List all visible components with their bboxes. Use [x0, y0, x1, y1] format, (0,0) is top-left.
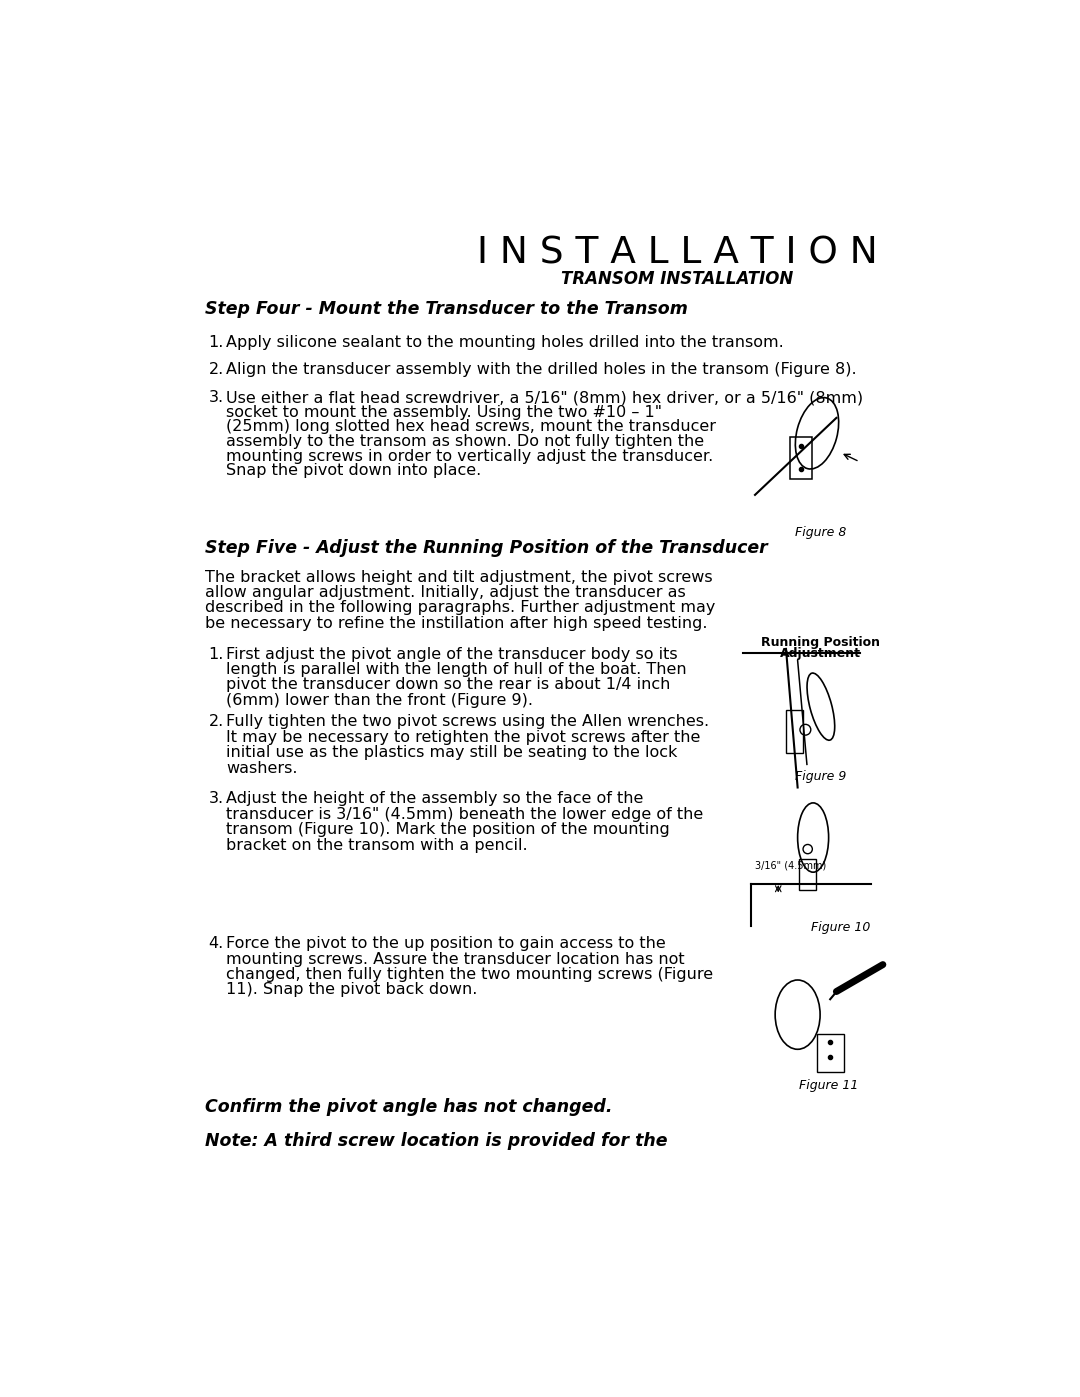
Text: Confirm the pivot angle has not changed.: Confirm the pivot angle has not changed. [205, 1098, 612, 1116]
Bar [816, 1034, 845, 1073]
Text: I N S T A L L A T I O N: I N S T A L L A T I O N [477, 236, 878, 272]
Text: 3.: 3. [208, 791, 224, 806]
Text: Adjustment: Adjustment [781, 647, 862, 659]
Text: Step Five - Adjust the Running Position of the Transducer: Step Five - Adjust the Running Position … [205, 539, 768, 557]
Text: Force the pivot to the up position to gain access to the: Force the pivot to the up position to ga… [227, 936, 666, 951]
Text: (6mm) lower than the front (Figure 9).: (6mm) lower than the front (Figure 9). [227, 693, 534, 708]
Text: Figure 10: Figure 10 [811, 921, 869, 933]
Text: 2.: 2. [208, 714, 224, 729]
Text: mounting screws. Assure the transducer location has not: mounting screws. Assure the transducer l… [227, 951, 685, 967]
Text: transducer is 3/16" (4.5mm) beneath the lower edge of the: transducer is 3/16" (4.5mm) beneath the … [227, 806, 704, 821]
Text: 3/16" (4.5mm): 3/16" (4.5mm) [755, 861, 826, 870]
Text: Use either a flat head screwdriver, a 5/16" (8mm) hex driver, or a 5/16" (8mm): Use either a flat head screwdriver, a 5/… [227, 390, 864, 405]
Bar [789, 437, 811, 479]
Text: be necessary to refine the instillation after high speed testing.: be necessary to refine the instillation … [205, 616, 707, 631]
Text: TRANSOM INSTALLATION: TRANSOM INSTALLATION [562, 270, 794, 288]
Text: The bracket allows height and tilt adjustment, the pivot screws: The bracket allows height and tilt adjus… [205, 570, 713, 584]
Text: pivot the transducer down so the rear is about 1/4 inch: pivot the transducer down so the rear is… [227, 678, 671, 693]
Text: bracket on the transom with a pencil.: bracket on the transom with a pencil. [227, 838, 528, 852]
Text: (25mm) long slotted hex head screws, mount the transducer: (25mm) long slotted hex head screws, mou… [227, 419, 716, 434]
Text: 1.: 1. [208, 335, 224, 349]
Text: 3.: 3. [208, 390, 224, 405]
Text: 2.: 2. [208, 362, 224, 377]
Text: 1.: 1. [208, 647, 224, 662]
Text: It may be necessary to retighten the pivot screws after the: It may be necessary to retighten the piv… [227, 729, 701, 745]
Text: washers.: washers. [227, 760, 298, 775]
Text: Figure 9: Figure 9 [795, 770, 847, 782]
Text: 4.: 4. [208, 936, 224, 951]
Text: initial use as the plastics may still be seating to the lock: initial use as the plastics may still be… [227, 745, 678, 760]
Text: Apply silicone sealant to the mounting holes drilled into the transom.: Apply silicone sealant to the mounting h… [227, 335, 784, 349]
Text: Step Four - Mount the Transducer to the Transom: Step Four - Mount the Transducer to the … [205, 299, 688, 317]
Text: Note: A third screw location is provided for the: Note: A third screw location is provided… [205, 1132, 667, 1150]
Text: Snap the pivot down into place.: Snap the pivot down into place. [227, 464, 482, 478]
Text: allow angular adjustment. Initially, adjust the transducer as: allow angular adjustment. Initially, adj… [205, 585, 686, 599]
Bar [799, 859, 816, 890]
Text: length is parallel with the length of hull of the boat. Then: length is parallel with the length of hu… [227, 662, 687, 678]
Text: Figure 8: Figure 8 [795, 525, 847, 539]
Text: changed, then fully tighten the two mounting screws (Figure: changed, then fully tighten the two moun… [227, 967, 714, 982]
Text: First adjust the pivot angle of the transducer body so its: First adjust the pivot angle of the tran… [227, 647, 678, 662]
Text: socket to mount the assembly. Using the two #10 – 1": socket to mount the assembly. Using the … [227, 405, 662, 420]
Bar [786, 711, 804, 753]
Text: mounting screws in order to vertically adjust the transducer.: mounting screws in order to vertically a… [227, 448, 714, 464]
Text: Align the transducer assembly with the drilled holes in the transom (Figure 8).: Align the transducer assembly with the d… [227, 362, 858, 377]
Text: Running Position: Running Position [761, 636, 880, 648]
Text: 11). Snap the pivot back down.: 11). Snap the pivot back down. [227, 982, 477, 997]
Text: Adjust the height of the assembly so the face of the: Adjust the height of the assembly so the… [227, 791, 644, 806]
Text: Fully tighten the two pivot screws using the Allen wrenches.: Fully tighten the two pivot screws using… [227, 714, 710, 729]
Text: Figure 11: Figure 11 [799, 1078, 859, 1091]
Text: assembly to the transom as shown. Do not fully tighten the: assembly to the transom as shown. Do not… [227, 434, 704, 448]
Text: transom (Figure 10). Mark the position of the mounting: transom (Figure 10). Mark the position o… [227, 823, 671, 837]
Text: described in the following paragraphs. Further adjustment may: described in the following paragraphs. F… [205, 601, 715, 616]
